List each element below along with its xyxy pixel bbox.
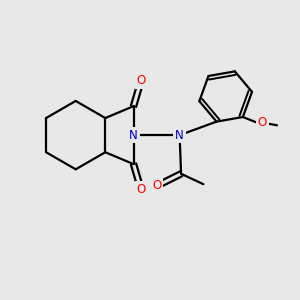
Text: N: N: [129, 129, 138, 142]
Text: O: O: [152, 179, 161, 192]
Text: O: O: [258, 116, 267, 129]
Text: O: O: [136, 74, 146, 87]
Text: O: O: [136, 183, 146, 196]
Text: N: N: [175, 129, 184, 142]
